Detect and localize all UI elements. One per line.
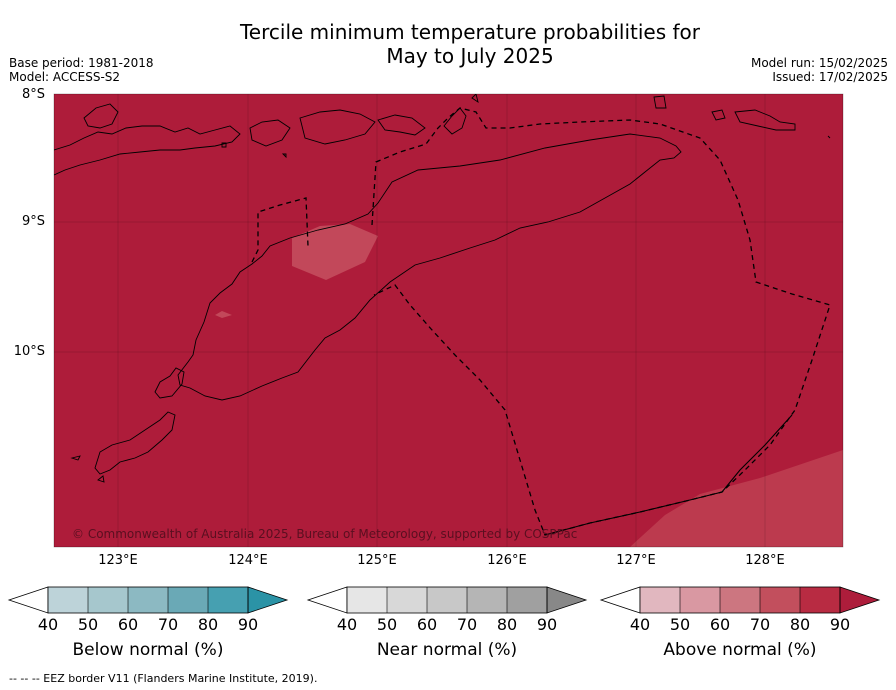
timor-coast [177,133,682,401]
colorbar-near-label: Near normal (%) [376,640,518,660]
islet-8 [281,153,287,159]
lon-tick-123e: 123°E [98,553,138,568]
colorbar-tick-label: 90 [536,615,558,634]
colorbar-cell [760,587,800,613]
eez-timor-leste [371,107,831,536]
map-background [54,94,843,547]
colorbar-cell [800,587,840,613]
colorbar-frame [47,586,249,614]
light-area-southeast [630,450,843,547]
colorbar-tick-label: 40 [336,615,358,634]
islet-1 [70,455,81,461]
colorbar-cell [88,587,128,613]
colorbar-above [599,586,881,614]
islet-7 [221,142,227,148]
islet-5 [653,95,667,109]
colorbar-below-label: Below normal (%) [72,640,224,660]
wetar-east-coast [377,114,426,136]
lon-tick-126e: 126°E [487,553,527,568]
lat-tick-10s: 10°S [13,344,45,359]
pantar-coast [83,103,119,129]
base-period: Base period: 1981-2018 [9,56,154,70]
colorbar-tick-label: 40 [37,615,59,634]
map-title-line2: May to July 2025 [386,44,554,68]
colorbar-extend-low [306,586,348,614]
coastlines [54,94,831,483]
colorbar-cell [507,587,547,613]
light-area-small [215,311,232,318]
colorbar-extend-low [599,586,641,614]
lon-tick-124e: 124°E [228,553,268,568]
colorbar-cell [208,587,248,613]
colorbar-extend-high [546,586,588,614]
colorbar-cell [467,587,507,613]
islet-6 [711,109,726,121]
colorbar-frame [639,586,841,614]
colorbar-tick-label: 70 [456,615,478,634]
colorbar-cell [347,587,387,613]
islet-3 [443,107,467,135]
colorbar-tick-label: 90 [829,615,851,634]
eez-oecusse [251,197,309,263]
colorbar-tick-label: 80 [789,615,811,634]
colorbar-tick-label: 60 [709,615,731,634]
lat-tick-9s: 9°S [21,214,45,229]
issued-date: Issued: 17/02/2025 [772,70,888,84]
map-frame [53,93,844,548]
lon-tick-128e: 128°E [745,553,785,568]
copyright-text: © Commonwealth of Australia 2025, Bureau… [72,527,577,541]
gridlines [54,94,843,547]
colorbar-frame [346,586,548,614]
rote-coast [94,411,176,475]
colorbar-below [7,586,289,614]
colorbar-extend-high [839,586,881,614]
colorbar-tick-label: 70 [749,615,771,634]
map-title-line1: Tercile minimum temperature probabilitie… [239,20,701,44]
islet-2 [97,475,105,483]
colorbar-cell [168,587,208,613]
colorbar-above-label: Above normal (%) [663,640,817,660]
colorbar-cell [387,587,427,613]
colorbar-extend-low [7,586,49,614]
colorbar-near [306,586,588,614]
colorbar-tick-label: 50 [669,615,691,634]
eez-borders [251,107,831,536]
colorbar-cell [427,587,467,613]
colorbar-tick-label: 80 [496,615,518,634]
colorbar-cell [128,587,168,613]
colorbar-cell [640,587,680,613]
babar-coast [734,109,796,131]
islet-4 [471,94,479,104]
light-area-north [292,224,378,280]
colorbar-tick-label: 40 [629,615,651,634]
colorbar-tick-label: 50 [77,615,99,634]
colorbar-tick-label: 50 [376,615,398,634]
wetar-west-coast [299,109,376,145]
colorbar-cell [48,587,88,613]
lat-tick-8s: 8°S [21,87,45,102]
colorbar-tick-label: 90 [237,615,259,634]
meta-right: Model run: 15/02/2025 Issued: 17/02/2025 [751,56,888,84]
model-run: Model run: 15/02/2025 [750,56,888,70]
colorbar-extend-high [247,586,289,614]
colorbar-tick-label: 60 [416,615,438,634]
colorbar-cell [680,587,720,613]
colorbar-tick-label: 80 [197,615,219,634]
maritime-boundary-solid [544,414,793,536]
eez-legend-footer: -- -- -- EEZ border V11 (Flanders Marine… [9,672,318,685]
lon-tick-125e: 125°E [357,553,397,568]
semau-coast [154,367,185,399]
colorbar-tick-label: 60 [117,615,139,634]
islet-9 [827,135,831,139]
meta-left: Base period: 1981-2018 Model: ACCESS-S2 [9,56,154,84]
model-name: Model: ACCESS-S2 [9,70,121,84]
lon-tick-127e: 127°E [616,553,656,568]
flores-coast [54,125,241,176]
alor-coast [249,119,291,147]
colorbar-tick-label: 70 [157,615,179,634]
colorbar-cell [720,587,760,613]
